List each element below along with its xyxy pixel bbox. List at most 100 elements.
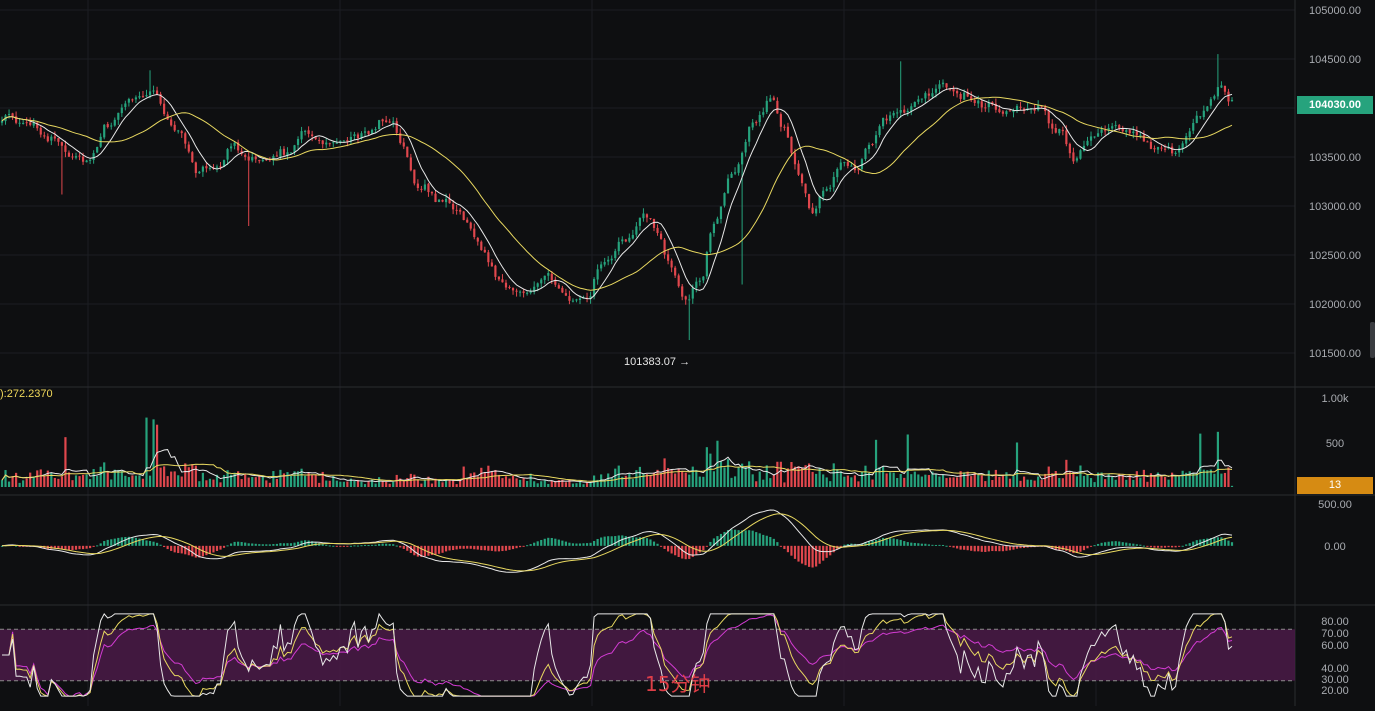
macd-histogram-bar[interactable] — [346, 545, 349, 547]
candle-body[interactable] — [92, 153, 95, 161]
macd-histogram-bar[interactable] — [705, 545, 708, 547]
volume-bar[interactable] — [550, 480, 553, 487]
volume-bar[interactable] — [0, 480, 4, 487]
volume-bar[interactable] — [117, 469, 120, 487]
macd-histogram-bar[interactable] — [1001, 545, 1005, 552]
volume-bar[interactable] — [378, 477, 381, 487]
candle-body[interactable] — [466, 219, 469, 223]
volume-bar[interactable] — [931, 471, 934, 487]
macd-histogram-bar[interactable] — [624, 536, 627, 546]
volume-bar[interactable] — [187, 467, 190, 487]
volume-bar[interactable] — [1121, 474, 1124, 487]
macd-histogram-bar[interactable] — [1135, 544, 1138, 546]
volume-bar[interactable] — [113, 469, 116, 487]
candle-body[interactable] — [1160, 147, 1163, 149]
volume-bar[interactable] — [43, 475, 46, 487]
macd-histogram-bar[interactable] — [1082, 545, 1086, 551]
volume-bar[interactable] — [910, 474, 913, 487]
macd-histogram-bar[interactable] — [462, 545, 465, 549]
macd-histogram-bar[interactable] — [614, 536, 617, 546]
macd-histogram-bar[interactable] — [698, 545, 701, 553]
volume-bar[interactable] — [399, 478, 402, 487]
volume-bar[interactable] — [53, 477, 56, 487]
macd-histogram-bar[interactable] — [511, 545, 515, 550]
volume-bar[interactable] — [695, 469, 698, 487]
candle-body[interactable] — [564, 293, 567, 296]
volume-bar[interactable] — [920, 476, 923, 487]
candle-body[interactable] — [7, 113, 11, 115]
macd-histogram-bar[interactable] — [529, 544, 532, 546]
volume-bar[interactable] — [60, 476, 64, 487]
candle-body[interactable] — [148, 91, 152, 96]
macd-histogram-bar[interactable] — [1163, 545, 1167, 548]
candle-body[interactable] — [973, 100, 976, 103]
candle-body[interactable] — [163, 103, 166, 115]
macd-histogram-bar[interactable] — [89, 545, 92, 549]
candle-body[interactable] — [1153, 148, 1156, 150]
volume-bar[interactable] — [1149, 473, 1153, 487]
candle-body[interactable] — [444, 198, 448, 203]
macd-histogram-bar[interactable] — [977, 545, 980, 552]
macd-histogram-bar[interactable] — [748, 530, 751, 546]
macd-histogram-bar[interactable] — [300, 540, 303, 546]
volume-bar[interactable] — [198, 481, 201, 487]
volume-bar[interactable] — [233, 472, 236, 487]
candle-body[interactable] — [1223, 85, 1227, 92]
volume-bar[interactable] — [758, 471, 761, 487]
volume-bar[interactable] — [413, 474, 416, 487]
macd-histogram-bar[interactable] — [1213, 537, 1216, 546]
volume-bar[interactable] — [1015, 442, 1019, 488]
volume-bar[interactable] — [871, 479, 874, 487]
macd-histogram-bar[interactable] — [18, 545, 21, 547]
macd-histogram-bar[interactable] — [233, 541, 236, 546]
volume-bar[interactable] — [177, 475, 180, 487]
candle-body[interactable] — [497, 276, 501, 280]
volume-bar[interactable] — [1068, 472, 1071, 487]
volume-bar[interactable] — [127, 477, 130, 487]
candle-body[interactable] — [462, 211, 465, 221]
volume-bar[interactable] — [219, 482, 222, 487]
volume-bar[interactable] — [328, 480, 331, 487]
candle-body[interactable] — [568, 296, 571, 301]
candle-body[interactable] — [293, 145, 296, 153]
candle-body[interactable] — [712, 223, 716, 234]
macd-histogram-bar[interactable] — [219, 545, 222, 550]
macd-histogram-bar[interactable] — [1167, 545, 1170, 548]
macd-histogram-bar[interactable] — [1170, 545, 1174, 548]
candle-body[interactable] — [1192, 122, 1195, 131]
candle-body[interactable] — [57, 138, 60, 142]
macd-histogram-bar[interactable] — [557, 539, 560, 546]
candle-body[interactable] — [702, 276, 705, 281]
macd-histogram-bar[interactable] — [448, 545, 451, 551]
volume-bar[interactable] — [956, 477, 959, 487]
volume-bar[interactable] — [1156, 472, 1160, 487]
candle-body[interactable] — [772, 97, 775, 101]
candle-body[interactable] — [275, 155, 278, 157]
volume-bar[interactable] — [1146, 481, 1149, 487]
volume-bar[interactable] — [191, 464, 194, 487]
volume-bar[interactable] — [4, 470, 7, 487]
candle-body[interactable] — [825, 188, 828, 191]
macd-histogram-bar[interactable] — [74, 545, 78, 550]
volume-bar[interactable] — [1058, 478, 1061, 487]
candle-body[interactable] — [980, 101, 983, 108]
candle-body[interactable] — [649, 218, 652, 220]
volume-bar[interactable] — [74, 475, 78, 487]
macd-histogram-bar[interactable] — [163, 545, 166, 548]
volume-bar[interactable] — [504, 476, 508, 487]
candle-body[interactable] — [205, 166, 208, 169]
macd-histogram-bar[interactable] — [589, 542, 592, 546]
volume-bar[interactable] — [1142, 469, 1145, 487]
candle-body[interactable] — [536, 283, 539, 287]
candle-body[interactable] — [296, 138, 300, 145]
macd-histogram-bar[interactable] — [1015, 545, 1019, 549]
volume-bar[interactable] — [843, 476, 846, 487]
volume-bar[interactable] — [1202, 469, 1205, 487]
macd-histogram-bar[interactable] — [642, 537, 645, 546]
candle-body[interactable] — [698, 280, 701, 282]
macd-histogram-bar[interactable] — [268, 544, 271, 546]
candle-body[interactable] — [1079, 150, 1082, 159]
volume-bar[interactable] — [529, 473, 532, 487]
macd-histogram-bar[interactable] — [1118, 541, 1121, 546]
